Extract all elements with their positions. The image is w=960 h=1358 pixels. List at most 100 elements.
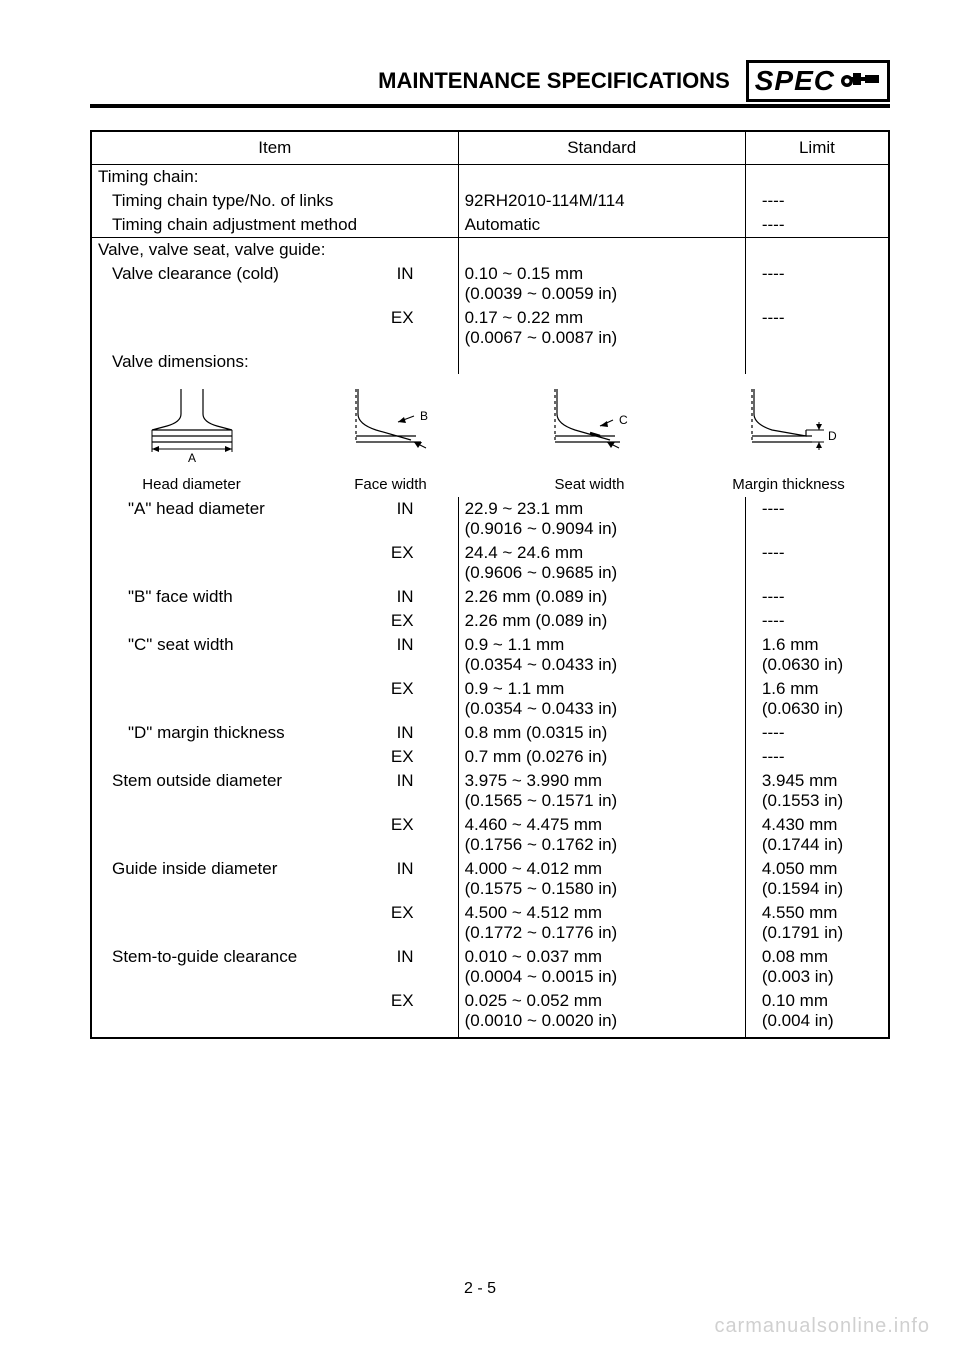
header-row: MAINTENANCE SPECIFICATIONS SPEC xyxy=(90,60,890,102)
seat-width-diagram: C Seat width xyxy=(490,384,689,493)
head-diameter-svg: A xyxy=(137,384,247,469)
c-seat-ex-std: 0.9 ~ 1.1 mm xyxy=(465,679,737,699)
svg-text:B: B xyxy=(420,409,428,423)
margin-thickness-svg: D xyxy=(734,384,844,469)
col-limit-header: Limit xyxy=(745,131,889,165)
b-face-in-std: 2.26 mm (0.089 in) xyxy=(458,585,745,609)
a-head-ex-std2: (0.9606 ~ 0.9685 in) xyxy=(465,563,737,583)
ex-label: EX xyxy=(391,308,414,328)
col-standard-header: Standard xyxy=(458,131,745,165)
a-head-in-std: 22.9 ~ 23.1 mm xyxy=(465,499,737,519)
stem-od-ex-std2: (0.1756 ~ 0.1762 in) xyxy=(465,835,737,855)
b-face-in-limit: ---- xyxy=(745,585,889,609)
stem-od-ex-std: 4.460 ~ 4.475 mm xyxy=(465,815,737,835)
stem-guide-ex-limit: 0.10 mm xyxy=(762,991,880,1011)
valve-dimensions-label: Valve dimensions: xyxy=(91,350,458,374)
table-row: "D" margin thickness IN 0.8 mm (0.0315 i… xyxy=(91,721,889,745)
col-item-header: Item xyxy=(91,131,458,165)
head-diameter-label: Head diameter xyxy=(92,476,291,493)
c-seat-in-std2: (0.0354 ~ 0.0433 in) xyxy=(465,655,737,675)
valve-clearance-label: Valve clearance (cold) xyxy=(112,264,279,284)
face-width-diagram: B Face width xyxy=(291,384,490,493)
tool-icon xyxy=(839,67,881,95)
c-seat-in-std: 0.9 ~ 1.1 mm xyxy=(465,635,737,655)
c-seat-ex-std2: (0.0354 ~ 0.0433 in) xyxy=(465,699,737,719)
in-label: IN xyxy=(397,947,414,967)
margin-thickness-diagram: D Margin thickness xyxy=(689,384,888,493)
table-row: EX 0.025 ~ 0.052 mm (0.0010 ~ 0.0020 in)… xyxy=(91,989,889,1038)
seat-width-svg: C xyxy=(535,384,645,469)
guide-id-in-std: 4.000 ~ 4.012 mm xyxy=(465,859,737,879)
table-row: Stem-to-guide clearance IN 0.010 ~ 0.037… xyxy=(91,945,889,989)
stem-guide-in-limit: 0.08 mm xyxy=(762,947,880,967)
ex-label: EX xyxy=(391,747,414,767)
b-face-ex-limit: ---- xyxy=(745,609,889,633)
timing-adjust-label: Timing chain adjustment method xyxy=(91,213,458,238)
table-row: EX 0.7 mm (0.0276 in) ---- xyxy=(91,745,889,769)
stem-od-in-limit2: (0.1553 in) xyxy=(762,791,880,811)
timing-type-limit: ---- xyxy=(745,189,889,213)
table-row: EX 24.4 ~ 24.6 mm (0.9606 ~ 0.9685 in) -… xyxy=(91,541,889,585)
table-row: Timing chain: xyxy=(91,165,889,190)
ex-label: EX xyxy=(391,679,414,699)
table-row: EX 4.460 ~ 4.475 mm (0.1756 ~ 0.1762 in)… xyxy=(91,813,889,857)
stem-guide-ex-limit2: (0.004 in) xyxy=(762,1011,880,1031)
table-row: EX 4.500 ~ 4.512 mm (0.1772 ~ 0.1776 in)… xyxy=(91,901,889,945)
stem-guide-ex-std: 0.025 ~ 0.052 mm xyxy=(465,991,737,1011)
stem-od-ex-limit2: (0.1744 in) xyxy=(762,835,880,855)
guide-id-ex-std2: (0.1772 ~ 0.1776 in) xyxy=(465,923,737,943)
table-row: Stem outside diameter IN 3.975 ~ 3.990 m… xyxy=(91,769,889,813)
guide-id-in-limit2: (0.1594 in) xyxy=(762,879,880,899)
ex-label: EX xyxy=(391,611,414,631)
in-label: IN xyxy=(397,587,414,607)
stem-od-label: Stem outside diameter xyxy=(112,771,282,791)
clearance-ex-std: 0.17 ~ 0.22 mm xyxy=(465,308,737,328)
face-width-svg: B xyxy=(336,384,446,469)
a-head-in-std2: (0.9016 ~ 0.9094 in) xyxy=(465,519,737,539)
guide-id-in-limit: 4.050 mm xyxy=(762,859,880,879)
ex-label: EX xyxy=(391,903,414,923)
valve-section: Valve, valve seat, valve guide: xyxy=(91,238,458,263)
stem-guide-label: Stem-to-guide clearance xyxy=(112,947,297,967)
header-title: MAINTENANCE SPECIFICATIONS xyxy=(378,68,740,94)
table-row: Valve dimensions: xyxy=(91,350,889,374)
table-row: Guide inside diameter IN 4.000 ~ 4.012 m… xyxy=(91,857,889,901)
table-row: EX 0.17 ~ 0.22 mm (0.0067 ~ 0.0087 in) -… xyxy=(91,306,889,350)
d-margin-in-limit: ---- xyxy=(745,721,889,745)
guide-id-in-std2: (0.1575 ~ 0.1580 in) xyxy=(465,879,737,899)
guide-id-ex-limit: 4.550 mm xyxy=(762,903,880,923)
stem-guide-in-std2: (0.0004 ~ 0.0015 in) xyxy=(465,967,737,987)
clearance-in-std: 0.10 ~ 0.15 mm xyxy=(465,264,737,284)
watermark: carmanualsonline.info xyxy=(714,1315,930,1338)
d-margin-label: "D" margin thickness xyxy=(128,723,285,743)
face-width-label: Face width xyxy=(291,476,490,493)
d-margin-ex-limit: ---- xyxy=(745,745,889,769)
a-head-ex-std: 24.4 ~ 24.6 mm xyxy=(465,543,737,563)
stem-od-in-limit: 3.945 mm xyxy=(762,771,880,791)
table-header-row: Item Standard Limit xyxy=(91,131,889,165)
table-row: "B" face width IN 2.26 mm (0.089 in) ---… xyxy=(91,585,889,609)
guide-id-label: Guide inside diameter xyxy=(112,859,277,879)
table-row: EX 2.26 mm (0.089 in) ---- xyxy=(91,609,889,633)
table-row: EX 0.9 ~ 1.1 mm (0.0354 ~ 0.0433 in) 1.6… xyxy=(91,677,889,721)
c-seat-label: "C" seat width xyxy=(128,635,234,655)
in-label: IN xyxy=(397,499,414,519)
clearance-ex-limit: ---- xyxy=(745,306,889,350)
a-head-label: "A" head diameter xyxy=(128,499,265,519)
clearance-in-std2: (0.0039 ~ 0.0059 in) xyxy=(465,284,737,304)
a-head-in-limit: ---- xyxy=(745,497,889,541)
seat-width-label: Seat width xyxy=(490,476,689,493)
c-seat-ex-limit: 1.6 mm xyxy=(762,679,880,699)
stem-od-ex-limit: 4.430 mm xyxy=(762,815,880,835)
timing-chain-section: Timing chain: xyxy=(91,165,458,190)
timing-adjust-limit: ---- xyxy=(745,213,889,238)
c-seat-ex-limit2: (0.0630 in) xyxy=(762,699,880,719)
stem-guide-in-std: 0.010 ~ 0.037 mm xyxy=(465,947,737,967)
ex-label: EX xyxy=(391,991,414,1011)
in-label: IN xyxy=(397,859,414,879)
a-head-ex-limit: ---- xyxy=(745,541,889,585)
stem-od-in-std2: (0.1565 ~ 0.1571 in) xyxy=(465,791,737,811)
ex-label: EX xyxy=(391,543,414,563)
timing-type-label: Timing chain type/No. of links xyxy=(91,189,458,213)
in-label: IN xyxy=(397,264,414,284)
